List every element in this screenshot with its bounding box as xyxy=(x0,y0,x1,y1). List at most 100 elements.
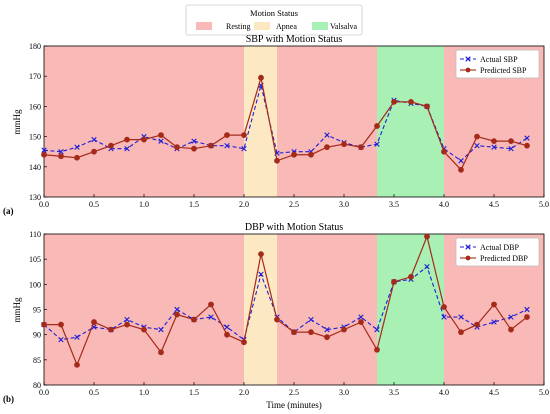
sbp-actual-point xyxy=(158,138,164,144)
dbp-x-tick-label: 4.5 xyxy=(489,388,499,397)
sbp-predicted-point xyxy=(191,145,197,152)
sbp-region-apnea-1 xyxy=(244,46,277,197)
dbp-predicted-point xyxy=(441,304,447,310)
dbp-predicted-point xyxy=(74,361,80,368)
dbp-series-actual-line xyxy=(43,265,528,341)
sbp-predicted-point xyxy=(408,98,414,105)
sbp-actual-point xyxy=(74,144,80,150)
sbp-predicted-point xyxy=(141,136,147,143)
sbp-y-axis-label: mmHg xyxy=(12,109,22,135)
sbp-predicted-point xyxy=(224,132,230,138)
motion-status-legend-title: Motion Status xyxy=(250,8,298,18)
dbp-legend-label-predicted: Predicted DBP xyxy=(480,254,528,263)
dbp-predicted-point xyxy=(341,326,347,333)
sbp-actual-point xyxy=(524,135,530,141)
dbp-predicted-point xyxy=(58,321,64,328)
dbp-actual-point xyxy=(358,314,364,320)
dbp-predicted-point xyxy=(124,321,130,328)
sbp-series-actual-line xyxy=(43,85,528,162)
dbp-series-legend-box xyxy=(455,237,540,267)
dbp-actual-point xyxy=(224,324,230,330)
dbp-actual-point xyxy=(508,314,514,320)
dbp-chart-title: DBP with Motion Status xyxy=(245,222,343,233)
sbp-predicted-point xyxy=(41,151,47,158)
dbp-y-axis-label: mmHg xyxy=(12,297,22,323)
dbp-predicted-point xyxy=(458,329,464,336)
dbp-x-tick-label: 1.0 xyxy=(139,388,149,397)
sbp-legend-marker-predicted xyxy=(465,67,471,73)
sbp-actual-point xyxy=(458,158,464,164)
dbp-actual-point xyxy=(374,326,380,333)
dbp-predicted-point xyxy=(524,314,530,320)
sbp-predicted-point xyxy=(374,123,380,129)
dbp-region-resting-0 xyxy=(44,234,244,385)
sbp-chart-title: SBP with Motion Status xyxy=(246,34,343,45)
dbp-predicted-point xyxy=(491,301,497,308)
sbp-legend-label-predicted: Predicted SBP xyxy=(480,66,527,75)
dbp-actual-point xyxy=(458,314,464,320)
sbp-predicted-point xyxy=(524,142,530,149)
sbp-actual-point xyxy=(374,141,380,147)
legend-label-resting: Resting xyxy=(226,22,250,31)
dbp-x-tick-label: 4.0 xyxy=(439,388,449,397)
sbp-legend-label-actual: Actual SBP xyxy=(480,55,518,64)
sbp-predicted-point xyxy=(491,138,497,145)
dbp-predicted-point xyxy=(391,278,397,285)
dbp-predicted-point xyxy=(141,326,147,333)
sbp-panel: SBP with Motion Status mmHg (a) 0.0 0.5 1.… xyxy=(3,34,549,216)
dbp-predicted-point xyxy=(41,321,47,328)
dbp-predicted-point xyxy=(474,321,480,328)
sbp-series-legend-box xyxy=(455,49,540,79)
sbp-legend-marker-actual xyxy=(465,56,471,62)
dbp-predicted-point xyxy=(258,251,264,258)
sbp-x-tick-label: 4.0 xyxy=(439,200,449,209)
dbp-y-tick-label: 90 xyxy=(33,331,41,340)
sbp-actual-point xyxy=(241,145,247,152)
legend-label-valsalva: Valsalva xyxy=(330,22,358,31)
sbp-predicted-point xyxy=(391,98,397,105)
dbp-actual-point xyxy=(208,314,214,320)
dbp-legend-marker-actual xyxy=(465,244,471,250)
sbp-actual-point xyxy=(491,144,497,150)
legend-swatch-valsalva xyxy=(312,22,328,30)
sbp-predicted-point xyxy=(474,133,480,140)
dbp-predicted-point xyxy=(158,349,164,356)
dbp-actual-point xyxy=(74,334,80,340)
dbp-x-tick-label: 3.0 xyxy=(339,388,349,397)
dbp-predicted-point xyxy=(91,319,97,325)
sbp-predicted-point xyxy=(258,74,264,81)
sbp-x-tick-label: 4.5 xyxy=(489,200,499,209)
dbp-x-tick-label: 1.5 xyxy=(189,388,199,397)
x-axis-label: Time (minutes) xyxy=(266,400,321,410)
sbp-predicted-point xyxy=(341,141,347,148)
dbp-y-tick-label: 100 xyxy=(29,280,41,289)
sbp-actual-point xyxy=(124,145,130,152)
dbp-predicted-point xyxy=(108,326,114,333)
dbp-x-tick-label: 2.5 xyxy=(289,388,299,397)
dbp-actual-point xyxy=(524,306,530,313)
dbp-predicted-point xyxy=(358,319,364,325)
sbp-y-tick-label: 180 xyxy=(29,42,41,51)
dbp-predicted-point xyxy=(308,329,314,336)
sbp-predicted-point xyxy=(508,138,514,145)
sbp-x-tick-label: 2.0 xyxy=(239,200,249,209)
dbp-actual-point xyxy=(324,326,330,333)
dbp-legend-marker-predicted xyxy=(465,255,471,261)
dbp-predicted-point xyxy=(508,326,514,333)
sbp-predicted-point xyxy=(424,103,430,110)
dbp-y-tick-label: 105 xyxy=(29,255,41,264)
sbp-predicted-point xyxy=(291,151,297,158)
sbp-x-tick-label: 1.0 xyxy=(139,200,149,209)
sbp-actual-point xyxy=(91,136,97,143)
sbp-predicted-point xyxy=(74,154,80,161)
sbp-y-tick-label: 160 xyxy=(29,102,41,111)
sbp-x-tick-label: 0.0 xyxy=(39,200,49,209)
dbp-actual-point xyxy=(308,316,314,323)
dbp-predicted-point xyxy=(241,339,247,346)
dbp-actual-point xyxy=(158,326,164,333)
sbp-actual-point xyxy=(58,149,64,155)
sbp-predicted-point xyxy=(91,148,97,155)
dbp-x-tick-label: 0.0 xyxy=(39,388,49,397)
sbp-x-tick-label: 1.5 xyxy=(189,200,199,209)
